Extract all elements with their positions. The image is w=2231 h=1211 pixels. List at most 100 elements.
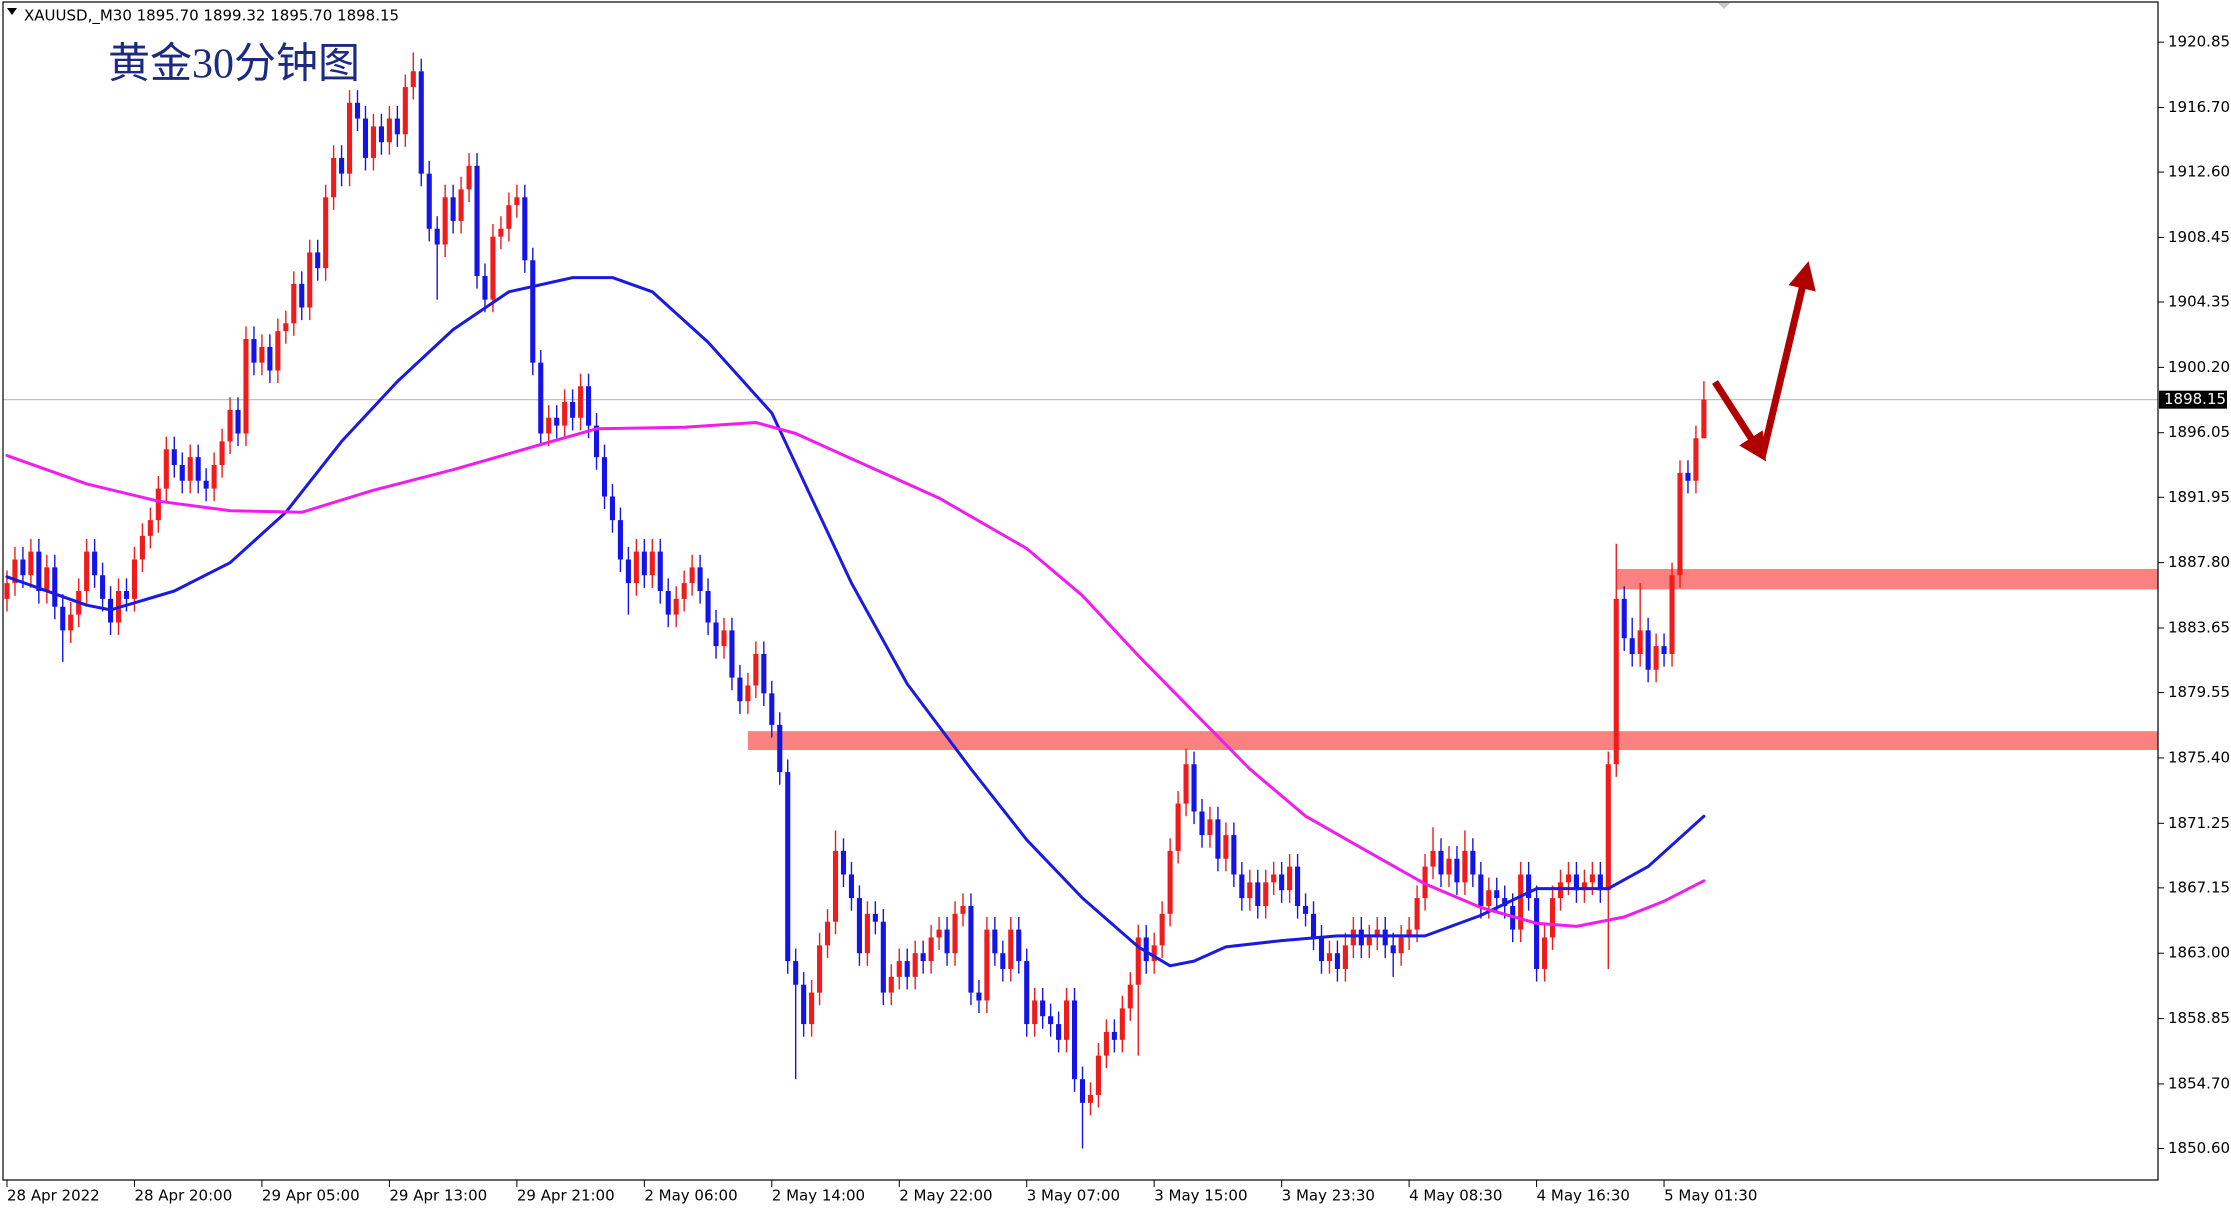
candle-body [283, 323, 289, 332]
candle-body [410, 71, 416, 88]
candle-body [641, 551, 647, 576]
candle-body [1542, 937, 1548, 969]
candle-body [60, 606, 66, 631]
candle-body [1350, 929, 1356, 946]
candle-body [1613, 598, 1619, 765]
candle-body [609, 496, 616, 521]
y-tick-label: 1891.95 [2168, 488, 2230, 506]
candle-body [1231, 835, 1237, 875]
plot-frame [2, 1, 2159, 1181]
candle-body [689, 567, 695, 584]
candle-body [1565, 874, 1572, 883]
candle-body [633, 551, 639, 584]
candle-body [259, 346, 265, 363]
candle-body [649, 551, 655, 576]
candle-body [1605, 764, 1611, 891]
candle-body [856, 898, 862, 954]
candle-body [378, 126, 384, 143]
candle-body [554, 417, 560, 426]
zones-layer [3, 399, 2158, 751]
candle-body [1247, 882, 1253, 899]
candle-body [1390, 945, 1396, 954]
candle-body [1581, 882, 1587, 891]
candle-body [1597, 874, 1603, 891]
candle-body [299, 283, 305, 308]
candle-body [179, 465, 185, 481]
candle-body [1016, 929, 1022, 962]
candle-body [466, 165, 472, 190]
candle-body [562, 402, 568, 426]
y-tick-label: 1850.60 [2168, 1139, 2230, 1157]
candle-body [832, 850, 839, 922]
candle-body [1621, 598, 1627, 639]
candle-body [1303, 905, 1309, 914]
candle-body [1685, 472, 1691, 481]
x-tick-label: 29 Apr 21:00 [517, 1187, 615, 1205]
candle-body [498, 228, 504, 237]
candle-body [1048, 1016, 1054, 1025]
moving-average [5, 276, 1706, 968]
candle-body [52, 567, 58, 607]
candle-body [1438, 850, 1444, 875]
axis-layer: 1920.85 1916.70 1912.60 1908.45 1904.35 1900.… [6, 33, 2230, 1205]
candle-body [872, 913, 878, 922]
candle-body [1103, 1031, 1109, 1056]
menu-triangle[interactable] [7, 8, 17, 15]
y-tick-label: 1920.85 [2168, 33, 2230, 51]
candle-body [928, 937, 934, 962]
candle-body [1095, 1055, 1101, 1095]
candle-body [307, 252, 313, 308]
y-tick-label: 1858.85 [2168, 1009, 2230, 1027]
candle-body [1064, 1000, 1070, 1040]
candle-body [1589, 874, 1595, 883]
candle-body [721, 630, 727, 647]
candle-body [1071, 1000, 1078, 1080]
candle-body [1502, 898, 1508, 906]
x-tick-label: 4 May 16:30 [1537, 1187, 1630, 1205]
candle-body [1326, 953, 1333, 962]
candle-body [92, 551, 98, 576]
x-tick-label: 3 May 07:00 [1027, 1187, 1120, 1205]
candle-body [944, 929, 950, 954]
candle-body [1024, 961, 1030, 1025]
candle-body [586, 386, 592, 426]
candle-body [1669, 575, 1675, 654]
candle-body [123, 591, 130, 599]
candle-body [769, 693, 775, 725]
x-tick-label: 28 Apr 2022 [7, 1187, 100, 1205]
y-tick-label: 1863.00 [2168, 944, 2230, 962]
candle-body [155, 488, 161, 521]
y-tick-label: 1867.15 [2168, 878, 2230, 896]
candle-body [323, 197, 329, 269]
moving-average [5, 421, 1706, 928]
candle-body [1382, 929, 1388, 946]
candle-body [1334, 953, 1340, 969]
candle-body [1653, 646, 1659, 670]
candle-body [1645, 630, 1651, 670]
candle-body [1135, 937, 1141, 985]
y-tick-label: 1854.70 [2168, 1074, 2230, 1092]
candle-body [1175, 803, 1181, 851]
candle-body [753, 653, 759, 686]
y-tick-label: 1904.35 [2168, 293, 2230, 311]
candle-body [211, 465, 217, 489]
candle-body [681, 583, 687, 599]
candle-body [1446, 858, 1452, 875]
candle-body [880, 921, 886, 993]
candle-body [139, 535, 145, 560]
candle-body [920, 953, 926, 962]
candle-body [888, 976, 894, 993]
candle-body [514, 197, 520, 206]
candle-body [1032, 1000, 1038, 1025]
candle-body [20, 559, 26, 576]
arrow-up [1758, 261, 1816, 459]
chart-header: XAUUSD,_M30 1895.70 1899.32 1895.70 1898… [24, 7, 399, 26]
candle-body [1191, 764, 1197, 812]
x-tick-label: 29 Apr 13:00 [389, 1187, 487, 1205]
candle-body [705, 591, 711, 623]
x-tick-label: 4 May 08:30 [1409, 1187, 1502, 1205]
candle-body [1637, 630, 1643, 654]
candle-body [458, 189, 464, 221]
candle-body [530, 260, 536, 363]
